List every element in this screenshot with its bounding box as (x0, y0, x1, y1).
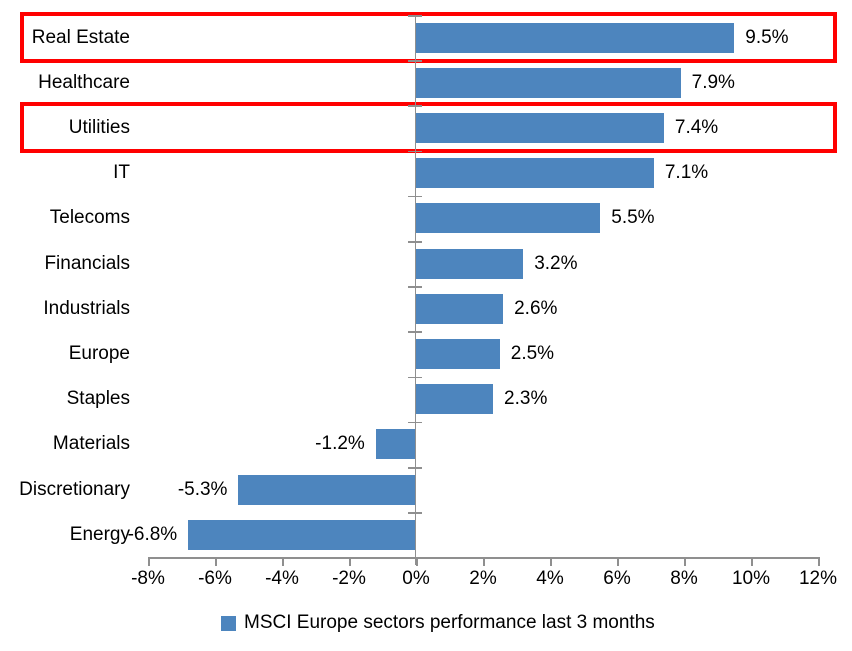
x-axis-tick-label: 8% (670, 568, 698, 589)
value-label-europe: 2.5% (510, 343, 555, 364)
category-label-it: IT (113, 162, 130, 184)
x-axis-tick-label: 10% (731, 568, 771, 589)
category-label-real-estate: Real Estate (31, 26, 130, 48)
value-label-materials: -1.2% (315, 433, 365, 455)
category-label-europe: Europe (68, 343, 130, 364)
category-boundary-tick (408, 467, 422, 469)
x-axis-tick (684, 557, 686, 566)
category-boundary-tick (408, 421, 422, 424)
bar-healthcare (416, 67, 681, 98)
category-label-staples: Staples (66, 388, 130, 410)
x-axis-tick (282, 557, 284, 566)
category-boundary-tick (408, 512, 422, 514)
x-axis-tick-label: -8% (131, 568, 165, 589)
category-boundary-tick (408, 195, 422, 198)
x-axis-tick-label: -4% (265, 568, 299, 589)
bar-telecoms (416, 203, 601, 234)
bar-materials (375, 429, 416, 460)
category-boundary-tick (408, 376, 422, 379)
x-axis-tick (349, 557, 351, 566)
x-axis-tick (550, 557, 552, 566)
bar-industrials (416, 293, 504, 324)
legend-label: MSCI Europe sectors performance last 3 m… (244, 612, 655, 633)
value-label-industrials: 2.6% (514, 297, 558, 319)
bar-real-estate (416, 22, 735, 53)
x-axis-tick (818, 557, 820, 566)
x-axis-tick-label: -2% (332, 568, 366, 589)
bar-it (416, 158, 654, 189)
x-axis-tick-label: 6% (603, 568, 631, 589)
category-label-telecoms: Telecoms (49, 207, 130, 229)
category-label-discretionary: Discretionary (19, 478, 130, 500)
bar-europe (416, 339, 500, 369)
category-boundary-tick (408, 286, 422, 288)
x-axis-tick (215, 557, 217, 566)
category-boundary-tick (408, 15, 422, 17)
x-axis-tick-label: 0% (402, 568, 430, 589)
value-label-financials: 3.2% (534, 252, 578, 274)
category-boundary-tick (408, 331, 422, 333)
category-label-industrials: Industrials (43, 297, 130, 319)
value-label-discretionary: -5.3% (177, 478, 228, 500)
highlight-box-utilities (20, 102, 837, 154)
category-label-utilities: Utilities (68, 117, 130, 138)
value-label-staples: 2.3% (504, 388, 548, 410)
value-label-telecoms: 5.5% (611, 207, 655, 229)
x-axis-tick (148, 557, 150, 566)
x-axis-tick (617, 557, 619, 566)
legend-swatch-icon (221, 615, 236, 631)
value-label-energy: -6.8% (127, 523, 178, 545)
bar-financials (416, 248, 524, 279)
category-boundary-tick (408, 241, 422, 243)
category-label-energy: Energy (69, 523, 130, 545)
category-boundary-tick (408, 150, 422, 153)
bar-discretionary (238, 474, 416, 505)
value-label-real-estate: 9.5% (745, 26, 789, 48)
x-axis-tick-label: -6% (198, 568, 232, 589)
x-axis-tick-label: 2% (469, 568, 497, 589)
x-axis-tick (483, 557, 485, 566)
value-label-utilities: 7.4% (674, 117, 719, 138)
value-label-it: 7.1% (664, 162, 709, 184)
category-boundary-tick (408, 60, 422, 62)
y-axis-line (414, 15, 416, 565)
category-label-healthcare: Healthcare (38, 71, 130, 93)
category-label-materials: Materials (52, 433, 130, 455)
x-axis-tick-label: 12% (798, 568, 838, 589)
x-axis-tick-label: 4% (536, 568, 564, 589)
x-axis-tick (416, 557, 418, 566)
bar-staples (416, 384, 494, 415)
bar-utilities (416, 113, 664, 143)
category-boundary-tick (408, 105, 422, 107)
x-axis-tick (751, 557, 753, 566)
category-label-financials: Financials (44, 252, 130, 274)
bar-energy (188, 519, 416, 550)
legend: MSCI Europe sectors performance last 3 m… (221, 611, 655, 635)
value-label-healthcare: 7.9% (691, 71, 735, 93)
highlight-box-real-estate (20, 12, 837, 63)
